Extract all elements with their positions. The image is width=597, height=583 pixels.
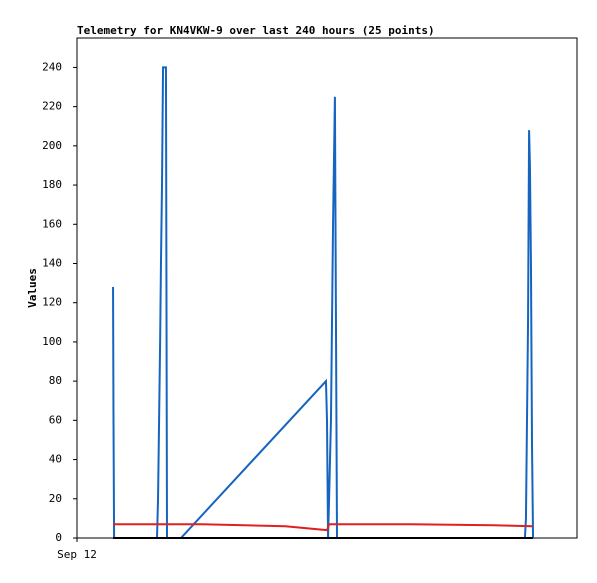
y-tick-label: 80 <box>49 374 62 387</box>
series-line <box>112 66 535 539</box>
x-tick-label: Sep 12 <box>57 548 97 561</box>
y-axis-label: Values <box>26 268 39 308</box>
y-tick-label: 40 <box>49 453 62 466</box>
y-tick-label: 240 <box>42 60 62 73</box>
y-tick-label: 20 <box>49 492 62 505</box>
y-tick-label: 60 <box>49 413 62 426</box>
y-tick-label: 100 <box>42 335 62 348</box>
y-tick-label: 180 <box>42 178 62 191</box>
y-tick-label: 160 <box>42 217 62 230</box>
y-tick-label: 0 <box>55 531 62 544</box>
chart-title: Telemetry for KN4VKW-9 over last 240 hou… <box>77 24 435 37</box>
y-tick-label: 120 <box>42 296 62 309</box>
y-tick-label: 200 <box>42 139 62 152</box>
series-line <box>113 523 534 532</box>
y-tick-label: 220 <box>42 100 62 113</box>
y-tick-label: 140 <box>42 256 62 269</box>
